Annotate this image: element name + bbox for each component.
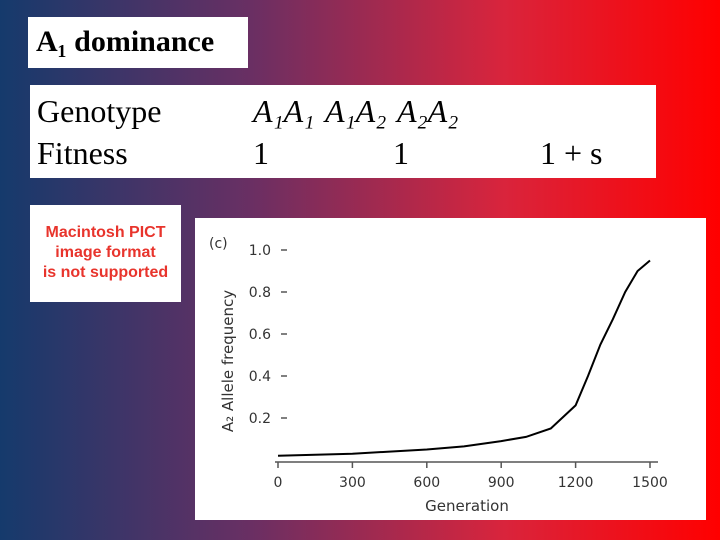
table: Genotype A₁A₁ A₁A₂ A₂A₂ Fitness 1 1 1 + … xyxy=(30,85,656,178)
slide-title: A₁ dominance xyxy=(36,25,215,58)
cell: 1 xyxy=(253,135,269,171)
panel-label: (c) xyxy=(209,236,228,252)
x-axis-label: Generation xyxy=(425,497,509,515)
cell: A₂A₂ xyxy=(397,93,459,129)
y-tick-label: 0.4 xyxy=(249,369,271,385)
y-axis-label: A₂ Allele frequency xyxy=(219,290,237,432)
cell: 1 + s xyxy=(540,135,603,171)
y-tick-label: 0.2 xyxy=(249,411,271,427)
x-tick-label: 1500 xyxy=(632,475,668,491)
chart: (c) A₂ Allele frequency Generation 1.0 0.… xyxy=(195,218,706,520)
title-box: A₁ dominance xyxy=(28,17,248,68)
placeholder-line: is not supported xyxy=(42,264,169,281)
x-tick-label: 900 xyxy=(488,475,515,491)
cell: Genotype xyxy=(37,93,162,129)
cell: A₁A₂ xyxy=(325,93,387,129)
placeholder-line: Macintosh PICT xyxy=(45,224,166,241)
y-tick-label: 0.6 xyxy=(249,327,271,343)
x-tick-label: 300 xyxy=(339,475,366,491)
x-tick-label: 1200 xyxy=(558,475,594,491)
placeholder-line: image format xyxy=(55,244,156,261)
cell: 1 xyxy=(393,135,409,171)
x-tick-label: 0 xyxy=(274,475,283,491)
y-tick-label: 1.0 xyxy=(249,243,271,259)
pict-placeholder: Macintosh PICT image format is not suppo… xyxy=(30,205,181,302)
y-tick-label: 0.8 xyxy=(249,285,271,301)
cell: A₁A₁ xyxy=(253,93,315,129)
cell: Fitness xyxy=(37,135,128,171)
x-tick-label: 600 xyxy=(413,475,440,491)
chart-background xyxy=(195,218,706,520)
line xyxy=(277,259,651,457)
